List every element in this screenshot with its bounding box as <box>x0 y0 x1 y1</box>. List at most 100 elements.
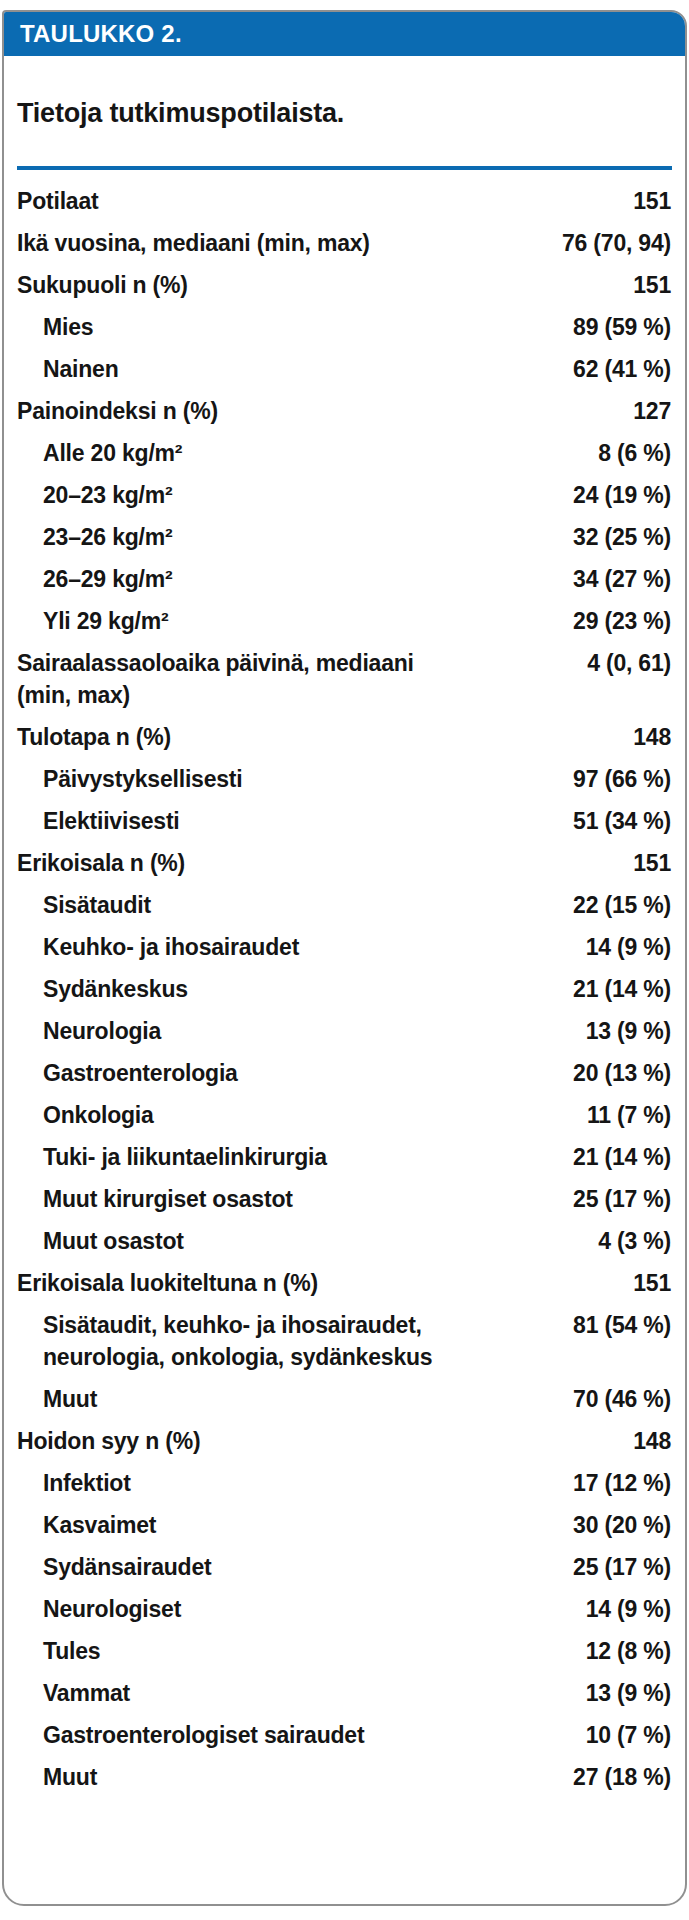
row-label: Onkologia <box>17 1099 587 1131</box>
table-row: Kasvaimet30 (20 %) <box>17 1504 671 1546</box>
table-row: Sydänsairaudet25 (17 %) <box>17 1546 671 1588</box>
row-value: 10 (7 %) <box>586 1719 671 1751</box>
row-label: Sisätaudit, keuhko- ja ihosairaudet, neu… <box>17 1309 573 1373</box>
row-label: Tulotapa n (%) <box>17 721 633 753</box>
table-row: Tuki- ja liikuntaelinkirurgia21 (14 %) <box>17 1136 671 1178</box>
table-row: Potilaat151 <box>17 180 671 222</box>
row-label: Sydänsairaudet <box>17 1551 573 1583</box>
row-value: 89 (59 %) <box>573 311 671 343</box>
row-label: Nainen <box>17 353 573 385</box>
row-label: Sisätaudit <box>17 889 573 921</box>
table-row: Ikä vuosina, mediaani (min, max)76 (70, … <box>17 222 671 264</box>
row-value: 14 (9 %) <box>586 1593 671 1625</box>
row-label: Hoidon syy n (%) <box>17 1425 633 1457</box>
row-label: Gastroenterologiset sairaudet <box>17 1719 586 1751</box>
row-label: Elektiivisesti <box>17 805 573 837</box>
row-value: 97 (66 %) <box>573 763 671 795</box>
table-row: 20–23 kg/m²24 (19 %) <box>17 474 671 516</box>
row-label: Muut <box>17 1761 573 1793</box>
table-row: Muut kirurgiset osastot25 (17 %) <box>17 1178 671 1220</box>
row-label: Ikä vuosina, mediaani (min, max) <box>17 227 562 259</box>
row-label: Keuhko- ja ihosairaudet <box>17 931 586 963</box>
row-value: 148 <box>633 1425 671 1457</box>
table-row: Nainen62 (41 %) <box>17 348 671 390</box>
title-divider <box>17 166 672 170</box>
row-value: 151 <box>633 269 671 301</box>
row-label: Vammat <box>17 1677 586 1709</box>
row-label: Tuki- ja liikuntaelinkirurgia <box>17 1141 573 1173</box>
table-row: Gastroenterologia20 (13 %) <box>17 1052 671 1094</box>
table-row: Sukupuoli n (%)151 <box>17 264 671 306</box>
row-label: Muut kirurgiset osastot <box>17 1183 573 1215</box>
row-value: 30 (20 %) <box>573 1509 671 1541</box>
row-value: 25 (17 %) <box>573 1183 671 1215</box>
row-value: 76 (70, 94) <box>562 227 671 259</box>
row-value: 32 (25 %) <box>573 521 671 553</box>
row-label: Mies <box>17 311 573 343</box>
row-value: 13 (9 %) <box>586 1677 671 1709</box>
row-label: 23–26 kg/m² <box>17 521 573 553</box>
table-row: Sydänkeskus21 (14 %) <box>17 968 671 1010</box>
table-row: Painoindeksi n (%)127 <box>17 390 671 432</box>
table-row: 26–29 kg/m²34 (27 %) <box>17 558 671 600</box>
table-row: Erikoisala n (%)151 <box>17 842 671 884</box>
row-value: 24 (19 %) <box>573 479 671 511</box>
table-row: Infektiot17 (12 %) <box>17 1462 671 1504</box>
table-card: TAULUKKO 2. Tietoja tutkimuspotilaista. … <box>2 10 687 1906</box>
row-value: 81 (54 %) <box>573 1309 671 1341</box>
row-label: Painoindeksi n (%) <box>17 395 633 427</box>
patient-data-table: Potilaat151Ikä vuosina, mediaani (min, m… <box>4 180 685 1798</box>
table-row: Erikoisala luokiteltuna n (%)151 <box>17 1262 671 1304</box>
row-label: 26–29 kg/m² <box>17 563 573 595</box>
table-row: Sisätaudit, keuhko- ja ihosairaudet, neu… <box>17 1304 671 1378</box>
row-label: Alle 20 kg/m² <box>17 437 598 469</box>
row-value: 22 (15 %) <box>573 889 671 921</box>
table-row: Sisätaudit22 (15 %) <box>17 884 671 926</box>
table-row: Onkologia11 (7 %) <box>17 1094 671 1136</box>
row-label: Potilaat <box>17 185 633 217</box>
row-value: 151 <box>633 847 671 879</box>
row-label: Sairaalassaoloaika päivinä, mediaani (mi… <box>17 647 587 711</box>
table-row: Muut27 (18 %) <box>17 1756 671 1798</box>
row-label: Neurologiset <box>17 1593 586 1625</box>
row-label: Päivystyksellisesti <box>17 763 573 795</box>
row-value: 148 <box>633 721 671 753</box>
row-value: 62 (41 %) <box>573 353 671 385</box>
table-row: Mies89 (59 %) <box>17 306 671 348</box>
row-value: 20 (13 %) <box>573 1057 671 1089</box>
row-value: 25 (17 %) <box>573 1551 671 1583</box>
table-row: Yli 29 kg/m²29 (23 %) <box>17 600 671 642</box>
table-row: Tules12 (8 %) <box>17 1630 671 1672</box>
row-label: Muut <box>17 1383 573 1415</box>
table-row: Neurologia13 (9 %) <box>17 1010 671 1052</box>
table-row: Muut70 (46 %) <box>17 1378 671 1420</box>
table-row: Sairaalassaoloaika päivinä, mediaani (mi… <box>17 642 671 716</box>
table-row: Päivystyksellisesti97 (66 %) <box>17 758 671 800</box>
row-value: 29 (23 %) <box>573 605 671 637</box>
row-value: 70 (46 %) <box>573 1383 671 1415</box>
table-header-bar: TAULUKKO 2. <box>2 10 687 56</box>
table-row: Keuhko- ja ihosairaudet14 (9 %) <box>17 926 671 968</box>
row-label: Infektiot <box>17 1467 573 1499</box>
row-label: Sukupuoli n (%) <box>17 269 633 301</box>
row-value: 13 (9 %) <box>586 1015 671 1047</box>
table-row: Hoidon syy n (%)148 <box>17 1420 671 1462</box>
row-label: Neurologia <box>17 1015 586 1047</box>
row-label: Muut osastot <box>17 1225 598 1257</box>
row-label: Kasvaimet <box>17 1509 573 1541</box>
row-value: 34 (27 %) <box>573 563 671 595</box>
row-value: 11 (7 %) <box>587 1099 671 1131</box>
row-value: 151 <box>633 185 671 217</box>
row-label: Sydänkeskus <box>17 973 573 1005</box>
table-row: Vammat13 (9 %) <box>17 1672 671 1714</box>
table-row: Muut osastot4 (3 %) <box>17 1220 671 1262</box>
table-row: 23–26 kg/m²32 (25 %) <box>17 516 671 558</box>
table-number-label: TAULUKKO 2. <box>20 21 182 46</box>
row-value: 14 (9 %) <box>586 931 671 963</box>
row-value: 4 (0, 61) <box>587 647 671 679</box>
row-label: Gastroenterologia <box>17 1057 573 1089</box>
row-label: Yli 29 kg/m² <box>17 605 573 637</box>
row-label: Erikoisala luokiteltuna n (%) <box>17 1267 633 1299</box>
row-value: 27 (18 %) <box>573 1761 671 1793</box>
table-row: Alle 20 kg/m²8 (6 %) <box>17 432 671 474</box>
